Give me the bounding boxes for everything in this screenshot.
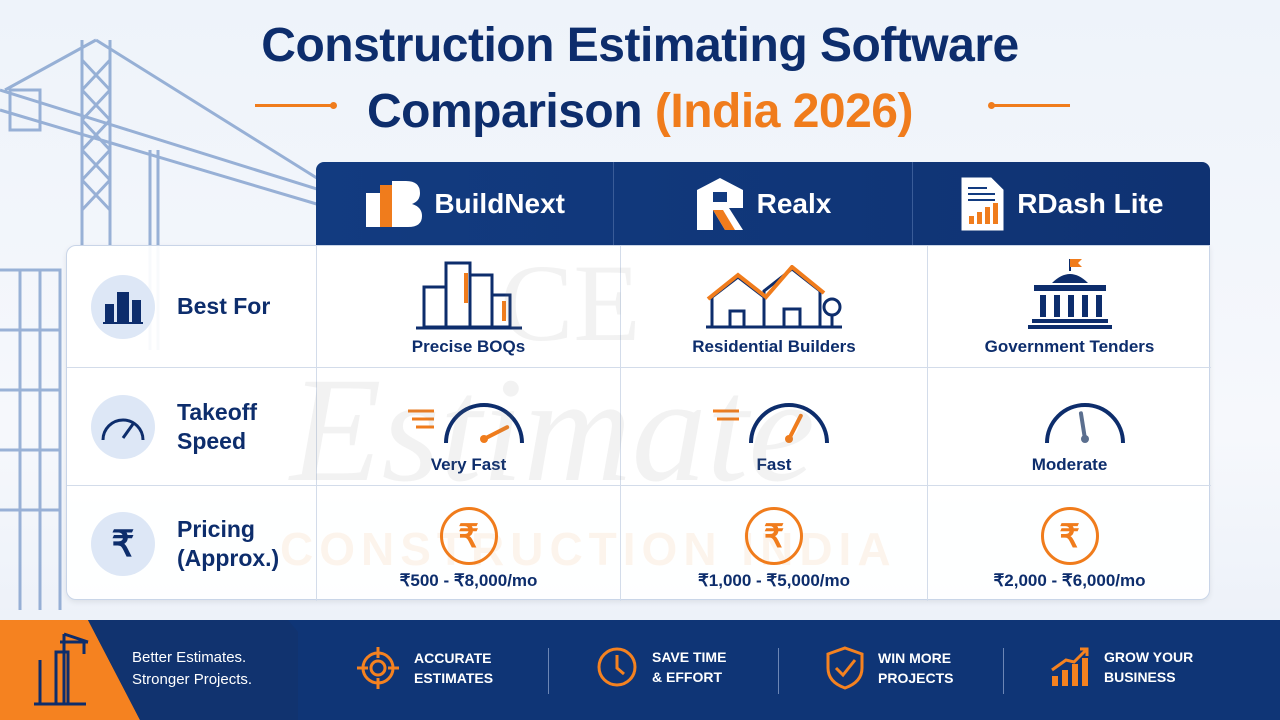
row-takeoff-speed: Takeoff Speed Very Fast Fast Moderate [67,368,1211,486]
crane-background-illustration [0,38,320,610]
title-highlight: (India 2026) [654,85,914,138]
rupee-icon: ₹ [91,511,155,576]
buildings-icon [91,274,155,339]
comparison-table: Best For Precise BOQs Residential Builde… [66,245,1211,601]
office-buildings-icon [415,261,522,330]
footer-tagline: Better Estimates. Stronger Projects. [132,647,252,691]
row-label: Takeoff Speed [67,368,317,485]
rupee-symbol: ₹ [111,522,135,564]
target-icon [357,647,399,689]
row-label-text: Pricing (Approx.) [177,515,279,573]
title-main: Comparison [367,85,643,138]
cell-value: ₹2,000 - ₹6,000/mo [993,571,1146,590]
cell-value: Very Fast [430,455,507,474]
cell-value: Fast [756,455,792,474]
tagline-line: Better Estimates. [132,649,247,666]
row-pricing: ₹ Pricing (Approx.) ₹ ₹500 - ₹8,000/mo ₹ ₹1,… [67,486,1211,601]
speed-gauge-icon [407,403,524,444]
gauge-hub [479,435,488,443]
rupee-coin-icon: ₹ [439,507,498,565]
speed-gauge-icon [1044,403,1125,444]
crane-building-icon [34,632,89,706]
gauge-arc [443,403,524,444]
cell-value: Precise BOQs [411,337,526,356]
rupee-coin-icon: ₹ [745,507,803,565]
feature-line: PROJECTS [878,670,954,686]
speedometer-icon [91,394,155,459]
label-line: Speed [177,427,247,454]
feature-line: BUSINESS [1104,669,1176,685]
footer-banner: Better Estimates. Stronger Projects. ACCU… [0,620,1280,720]
feature-grow-business: GROW YOUR BUSINESS [1050,646,1193,688]
shield-check-icon [826,646,864,690]
residential-houses-icon [706,265,842,329]
divider [548,648,549,694]
feature-win-projects: WIN MORE PROJECTS [826,646,953,690]
gauge-needle [787,413,803,441]
feature-line: WIN MORE [878,650,952,666]
realx-logo-icon [696,177,743,230]
feature-line: GROW YOUR [1104,649,1194,665]
cell-buildnext-speed: Very Fast [317,368,621,485]
cell-buildnext-price: ₹ ₹500 - ₹8,000/mo [317,486,621,601]
cell-buildnext-best-for: Precise BOQs [317,246,621,367]
product-buildnext: BuildNext [316,162,615,245]
row-label-text: Best For [177,293,271,319]
title-decoration-left [255,102,337,109]
cell-value: Residential Builders [692,337,856,356]
title-decoration-right [988,102,1070,109]
title-line-2: Comparison (India 2026) [0,84,1280,139]
cell-rdash-best-for: Government Tenders [928,246,1211,367]
cell-value: ₹1,000 - ₹5,000/mo [697,571,851,590]
title-line-1: Construction Estimating Software [261,19,1019,72]
tagline-line: Stronger Projects. [132,671,253,688]
row-label: ₹ Pricing (Approx.) [67,486,317,601]
product-rdash-lite: RDash Lite [913,162,1210,245]
row-label-text: Takeoff Speed [177,398,257,456]
feature-line: & EFFORT [652,669,722,685]
feature-save-time: SAVE TIME & EFFORT [596,646,726,688]
rupee-coin-icon: ₹ [1040,507,1099,565]
gauge-hub [1080,435,1089,443]
growth-chart-icon [1051,647,1089,686]
cell-realx-best-for: Residential Builders [621,246,928,367]
label-line: (Approx.) [177,544,280,571]
buildnext-logo-icon [366,180,423,227]
row-best-for: Best For Precise BOQs Residential Builde… [67,246,1211,368]
row-label: Best For [67,246,317,367]
divider [778,648,779,694]
speed-gauge-icon [713,403,829,444]
feature-line: ACCURATE [414,650,492,666]
government-building-icon [1027,259,1112,329]
gauge-needle [481,425,509,441]
product-name: BuildNext [434,187,565,219]
cell-rdash-speed: Moderate [928,368,1211,485]
divider [1003,648,1004,694]
feature-line: ESTIMATES [414,670,494,686]
cell-value: ₹500 - ₹8,000/mo [399,571,538,590]
rdash-logo-icon [961,177,1004,230]
cell-rdash-price: ₹ ₹2,000 - ₹6,000/mo [928,486,1211,601]
cell-value: Moderate [1031,455,1108,474]
product-realx: Realx [614,162,913,245]
cell-realx-speed: Fast [621,368,928,485]
cell-realx-price: ₹ ₹1,000 - ₹5,000/mo [621,486,928,601]
cell-value: Government Tenders [984,337,1155,356]
label-line: Takeoff [177,398,258,425]
gauge-arc [1044,403,1125,444]
product-name: Realx [756,187,832,219]
product-name: RDash Lite [1017,187,1164,219]
gauge-hub [785,435,793,443]
feature-line: SAVE TIME [652,649,727,665]
feature-accurate-estimates: ACCURATE ESTIMATES [356,646,493,690]
label-line: Pricing [177,515,255,542]
gauge-arc [749,403,829,444]
product-header-row: BuildNext Realx RDash Lite [316,162,1210,245]
clock-icon [597,647,637,687]
gauge-needle [1078,411,1087,441]
